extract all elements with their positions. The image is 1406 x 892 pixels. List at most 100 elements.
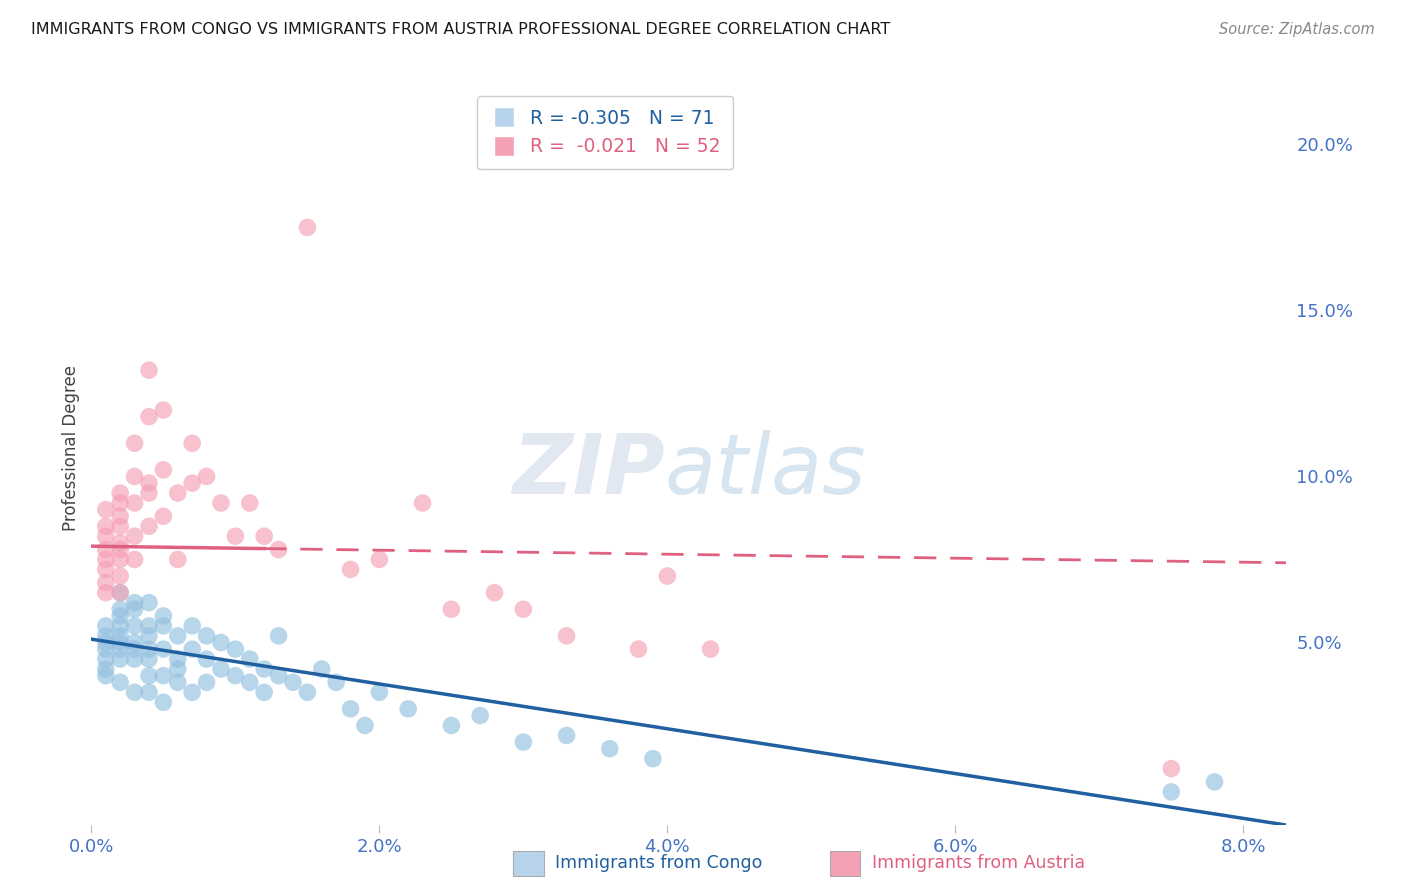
Point xyxy=(152,608,174,623)
Point xyxy=(108,536,131,550)
Point xyxy=(124,529,146,543)
Point xyxy=(224,642,246,657)
Text: Source: ZipAtlas.com: Source: ZipAtlas.com xyxy=(1219,22,1375,37)
Point xyxy=(108,629,131,643)
Point xyxy=(138,619,160,633)
Point xyxy=(195,652,218,666)
Point xyxy=(253,662,276,676)
Point xyxy=(94,642,117,657)
Point xyxy=(267,668,290,682)
Point xyxy=(108,619,131,633)
Point xyxy=(94,542,117,557)
Point xyxy=(209,662,232,676)
Point xyxy=(181,642,204,657)
Point xyxy=(253,685,276,699)
Point xyxy=(108,608,131,623)
Point xyxy=(124,596,146,610)
Point xyxy=(512,602,534,616)
Point xyxy=(94,519,117,533)
Point xyxy=(412,496,434,510)
Point xyxy=(239,675,262,690)
Text: Immigrants from Austria: Immigrants from Austria xyxy=(872,855,1085,872)
Point xyxy=(627,642,650,657)
Point xyxy=(124,602,146,616)
Point xyxy=(354,718,377,732)
Point xyxy=(253,529,276,543)
Point xyxy=(281,675,304,690)
Point xyxy=(657,569,679,583)
Point xyxy=(94,585,117,599)
Point xyxy=(152,403,174,417)
Point xyxy=(138,642,160,657)
Point xyxy=(152,668,174,682)
Point xyxy=(108,569,131,583)
Point xyxy=(297,685,319,699)
Point xyxy=(209,496,232,510)
Text: ZIP: ZIP xyxy=(512,430,665,511)
Point xyxy=(166,662,188,676)
Point xyxy=(181,436,204,450)
Point xyxy=(138,652,160,666)
Point xyxy=(339,562,361,576)
Point xyxy=(108,486,131,500)
Point xyxy=(108,675,131,690)
Point xyxy=(152,695,174,709)
Point xyxy=(325,675,347,690)
Point xyxy=(108,585,131,599)
Point xyxy=(124,469,146,483)
Point xyxy=(138,685,160,699)
Point xyxy=(195,629,218,643)
Point xyxy=(108,552,131,566)
Point xyxy=(311,662,333,676)
Point xyxy=(339,702,361,716)
Point xyxy=(1160,785,1182,799)
Point xyxy=(94,502,117,516)
Point xyxy=(124,635,146,649)
Point xyxy=(1204,775,1226,789)
Point xyxy=(124,652,146,666)
Point xyxy=(108,509,131,524)
Point xyxy=(94,562,117,576)
Point xyxy=(108,635,131,649)
Point xyxy=(138,668,160,682)
Point xyxy=(267,542,290,557)
Point xyxy=(181,685,204,699)
Point xyxy=(166,486,188,500)
Point xyxy=(108,585,131,599)
Point xyxy=(239,652,262,666)
Point xyxy=(195,469,218,483)
Point xyxy=(470,708,492,723)
Point xyxy=(555,728,578,742)
Point xyxy=(699,642,721,657)
Point xyxy=(181,619,204,633)
Point xyxy=(94,662,117,676)
Point xyxy=(512,735,534,749)
Point xyxy=(108,642,131,657)
Point xyxy=(484,585,506,599)
Point xyxy=(181,476,204,491)
Point xyxy=(138,629,160,643)
Point xyxy=(94,629,117,643)
Point xyxy=(239,496,262,510)
Point xyxy=(138,486,160,500)
Point xyxy=(166,652,188,666)
Point xyxy=(138,363,160,377)
Point xyxy=(108,652,131,666)
Point xyxy=(108,519,131,533)
Point xyxy=(94,529,117,543)
Point xyxy=(94,575,117,590)
Point xyxy=(124,436,146,450)
Point xyxy=(440,602,463,616)
Point xyxy=(94,652,117,666)
Point xyxy=(124,552,146,566)
Point xyxy=(152,463,174,477)
Point xyxy=(138,519,160,533)
Point xyxy=(599,741,621,756)
Point xyxy=(108,542,131,557)
Point xyxy=(1160,762,1182,776)
Point xyxy=(396,702,419,716)
Point xyxy=(555,629,578,643)
Text: Immigrants from Congo: Immigrants from Congo xyxy=(555,855,762,872)
Point xyxy=(124,685,146,699)
Point xyxy=(195,675,218,690)
